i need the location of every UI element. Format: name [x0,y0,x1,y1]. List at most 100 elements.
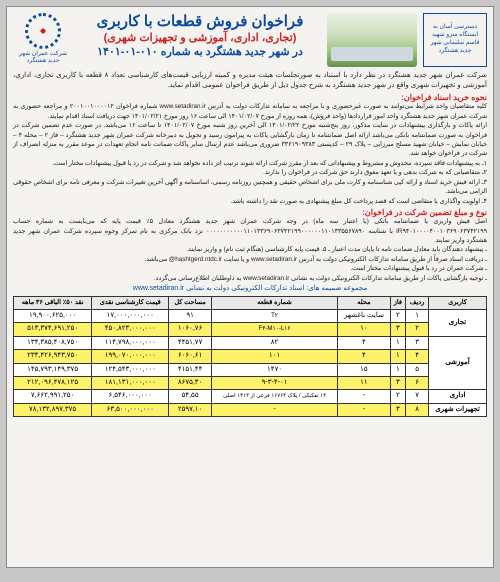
cell: ۱۰ [338,323,390,336]
body-2: ارائه پاکات و بارگذاری پیشنهادات در سایت… [13,121,487,159]
body-3: اصل فیش واریزی یا ضمانتنامه بانکی (با اع… [13,217,487,245]
note-4: ـ توجیه بازگشایی پاکات از طریق سامانه تد… [13,274,487,283]
metro-access-text: دسترسی آسان به ایستگاه مترو شهید قاسم سل… [426,24,484,55]
cell: ۴۱۵۱,۴۴ [169,363,212,376]
th-price: قیمت کارشناسی نقدی [92,297,169,310]
company-name: شرکت عمران شهر جدید هشتگرد [13,51,73,65]
th-install: نقد ۵۰٪ الباقی ۳۶ ماهه [14,297,92,310]
cell: ۴۵۰,۸۲۳,۰۰۰,۰۰۰ [92,323,169,336]
cell: ۲ [390,390,405,403]
cell: ۱۹,۹۰۰,۶۲۵,۰۰۰ [14,309,92,322]
table-row: تجاری۱۲سایت باغشهرT۲۹۱۱۷,۰۰۰,۰۰۰,۰۰۰۱۹,۹… [14,309,487,322]
cell: ۲۱۲,۰۹۶,۴۷۸,۱۲۵ [14,376,92,389]
cell: ۷,۶۶۲,۹۹۱,۲۵۰ [14,390,92,403]
cell: ۴ [338,336,390,349]
category-cell: تجهیزات شهری [429,403,487,416]
header: دسترسی آسان به ایستگاه مترو شهید قاسم سل… [13,13,487,67]
cell: ۵۴,۵۵ [169,390,212,403]
cell: ۱ [390,336,405,349]
note-1: ـ پیشنهاد دهندگان باید معادل ضمانت نامه … [13,245,487,254]
th-phase: فاز [390,297,405,310]
cell: ۱ [390,350,405,363]
logo-box: شرکت عمران شهر جدید هشتگرد [13,13,73,65]
cell: ۱۳۴,۳۸۵,۴۰۸,۷۵۰ [14,336,92,349]
cell: ۷ [406,390,429,403]
title-main: فراخوان فروش قطعات با کاربری [79,13,321,31]
note-3: ـ شرکت عمران در رد یا قبول پیشنهادات مخت… [13,264,487,273]
th-parcel: شماره قطعه [211,297,337,310]
cell: ۱۵ [338,363,390,376]
cell: ۳ [390,323,405,336]
footer-link: مجموعه ضمیمه های: اسناد تدارکات الکترونی… [13,284,487,292]
cell: ۶۳,۵۰۰,۰۰۰,۰۰۰ [92,403,169,416]
th-district: محله [338,297,390,310]
table-body: تجاری۱۲سایت باغشهرT۲۹۱۱۷,۰۰۰,۰۰۰,۰۰۰۱۹,۹… [14,309,487,416]
cell: ۱۴۵,۷۹۳,۱۴۹,۳۷۵ [14,363,92,376]
cell: ۹۱ [169,309,212,322]
th-category: کاربری [429,297,487,310]
cell: F۳-M۱۰-L۱۶ [211,323,337,336]
cell: ۵ [406,363,429,376]
table-row: ۴۱۴۱۰۱۶۰۶۰,۶۱۱۹۹,۰۷۰,۰۰۰,۰۰۰۲۳۳,۴۲۶,۹۴۳,… [14,350,487,363]
th-row: ردیف [406,297,429,310]
parcels-table: کاربری ردیف فاز محله شماره قطعه مساحت کل… [13,296,487,417]
cell: ۸۶۷۵,۳۰ [169,376,212,389]
cell: ۱۲۴,۵۴۳,۰۰۰,۰۰۰ [92,363,169,376]
section-guarantee: نوع و مبلغ تضمین شرکت در فراخوان: [13,208,487,217]
cell: ۲۳۳,۴۲۶,۹۴۳,۷۵۰ [14,350,92,363]
cell: ۲ [390,309,405,322]
point-1: ۱ـ به پیشنهادات فاقد سپرده، مخدوش و مشرو… [13,159,487,168]
cell: ۳ [406,336,429,349]
cell: ۴ [338,350,390,363]
cell: - [211,403,337,416]
cell: ۲۵۹۷,۱۰ [169,403,212,416]
announcement-page: دسترسی آسان به ایستگاه مترو شهید قاسم سل… [6,6,494,568]
cell: ۸ [406,403,429,416]
intro-paragraph: شرکت عمران شهر جدید هشتگرد در نظر دارد ب… [13,71,487,91]
company-logo-icon [25,13,61,49]
cell: ۱۱ [338,376,390,389]
table-row: ۲۳۱۰F۳-M۱۰-L۱۶۱۰۶۰,۷۶۴۵۰,۸۲۳,۰۰۰,۰۰۰۵۱۳,… [14,323,487,336]
cell: T۲ [211,309,337,322]
category-cell: آموزشی [429,336,487,390]
cell: ۱ [406,309,429,322]
section-how-to-buy: نحوه خرید اسناد فراخوان: [13,93,487,102]
category-cell: اداری [429,390,487,403]
table-row: آموزشی۳۱۴۸۲۴۴۵۱,۷۷۱۱۴,۷۹۸,۰۰۰,۰۰۰۱۳۴,۳۸۵… [14,336,487,349]
cell: - [338,403,390,416]
cell: ۹-۳-۴-۰۱ [211,376,337,389]
table-row: ۶۳۱۱۹-۳-۴-۰۱۸۶۷۵,۳۰۱۸۱,۱۳۱,۰۰۰,۰۰۰۲۱۲,۰۹… [14,376,487,389]
cell: ۲ [406,323,429,336]
title-sub: (تجاری، اداری، آموزشی و تجهیزات شهری) [79,31,321,45]
cell: ۷۸,۱۳۲,۸۹۷,۳۷۵ [14,403,92,416]
category-cell: تجاری [429,309,487,336]
cell: ۱۹۹,۰۷۰,۰۰۰,۰۰۰ [92,350,169,363]
cell: ۴۴۵۱,۷۷ [169,336,212,349]
cell: ۶۰۶۰,۶۱ [169,350,212,363]
table-row: اداری۷۲-۱۴ تفکیکی / پلاک ۱۶۷۶۴ فرعی از ۱… [14,390,487,403]
metro-access-box: دسترسی آسان به ایستگاه مترو شهید قاسم سل… [423,13,487,67]
cell: ۱۸۱,۱۳۱,۰۰۰,۰۰۰ [92,376,169,389]
cell: ۸۲ [211,336,337,349]
cell: ۱۴ تفکیکی / پلاک ۱۶۷۶۴ فرعی از ۱۳۱۴ اصلی [211,390,337,403]
cell: ۳ [390,403,405,416]
body-1: کلیه متقاضیان واجد شرایط می‌توانند به صو… [13,102,487,121]
cell: ۱۴۷۰ [211,363,337,376]
cell: ۴ [406,350,429,363]
point-2: ۲ـ متقاضیانی که به شرکت بدهی و یا تعهد م… [13,168,487,177]
table-row: ۵۱۱۵۱۴۷۰۴۱۵۱,۴۴۱۲۴,۵۴۳,۰۰۰,۰۰۰۱۴۵,۷۹۳,۱۴… [14,363,487,376]
cell: ۳ [390,376,405,389]
cell: ۱ [390,363,405,376]
table-header-row: کاربری ردیف فاز محله شماره قطعه مساحت کل… [14,297,487,310]
cell: ۱۰۱ [211,350,337,363]
title-location: در شهر جدید هشتگرد به شماره ۰۱۰-۰۱-۱۴۰۱ [79,45,321,58]
th-area: مساحت کل [169,297,212,310]
cell: ۶,۵۴۶,۰۰۰,۰۰۰ [92,390,169,403]
point-3: ۳ـ ارائه فیش خرید اسناد و ارائه کپی شناس… [13,178,487,197]
train-illustration [327,13,417,67]
cell: ۶ [406,376,429,389]
note-2: ـ دریافت اسناد صرفاً از طریق سامانه تدار… [13,255,487,264]
cell: سایت باغشهر [338,309,390,322]
cell: ۱۰۶۰,۷۶ [169,323,212,336]
title-block: فراخوان فروش قطعات با کاربری (تجاری، ادا… [79,13,321,58]
